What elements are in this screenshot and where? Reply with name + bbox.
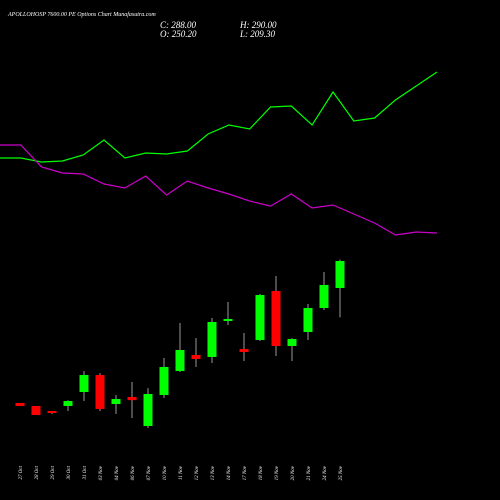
candle-body — [95, 374, 105, 409]
x-tick-label: 30 Oct — [67, 465, 72, 479]
indicator-line — [0, 144, 438, 236]
candle-body — [335, 260, 345, 288]
candle-body — [31, 405, 41, 415]
x-tick-label: 03 Nov — [99, 465, 104, 480]
x-tick-label: 28 Oct — [35, 465, 40, 479]
x-tick-label: 20 Nov — [291, 465, 296, 480]
x-tick-label: 25 Nov — [339, 465, 344, 480]
close-label: C: 288.00 — [160, 20, 197, 30]
x-tick-label: 18 Nov — [259, 465, 264, 480]
x-tick-label: 07 Nov — [147, 465, 152, 480]
x-tick-label: 04 Nov — [115, 465, 120, 480]
open-label: O: 250.20 — [160, 29, 197, 39]
candle-body — [191, 354, 201, 359]
candle-body — [271, 290, 281, 346]
candle-body — [223, 318, 233, 321]
high-label: H: 290.00 — [239, 20, 277, 30]
x-tick-label: 11 Nov — [179, 465, 184, 480]
x-tick-label: 13 Nov — [211, 465, 216, 480]
candle-body — [175, 349, 185, 371]
candle-body — [319, 284, 329, 308]
x-tick-label: 19 Nov — [275, 465, 280, 480]
indicator-line — [0, 71, 438, 163]
candle-body — [143, 393, 153, 426]
x-tick-label: 17 Nov — [243, 465, 248, 480]
x-tick-label: 27 Oct — [19, 465, 24, 479]
candle-body — [303, 307, 313, 332]
candle-body — [127, 396, 137, 401]
candle-body — [239, 348, 249, 352]
candle-body — [47, 410, 57, 413]
candle-body — [63, 400, 73, 406]
x-tick-label: 06 Nov — [131, 465, 136, 480]
candle-body — [79, 374, 89, 392]
candle-body — [207, 321, 217, 357]
candle-body — [255, 294, 265, 340]
candle-body — [287, 338, 297, 346]
x-tick-label: 24 Nov — [323, 465, 328, 480]
candle-body — [15, 402, 25, 406]
candle-body — [159, 366, 169, 395]
x-tick-label: 14 Nov — [227, 465, 232, 480]
x-tick-label: 10 Nov — [163, 465, 168, 480]
low-label: L: 209.30 — [239, 29, 276, 39]
x-tick-label: 29 Oct — [51, 465, 56, 479]
x-tick-label: 31 Oct — [83, 465, 88, 479]
x-tick-label: 12 Nov — [195, 465, 200, 480]
chart-title: APOLLOHOSP 7600.00 PE Options Chart Muna… — [7, 11, 156, 18]
x-tick-label: 21 Nov — [307, 465, 312, 480]
candle-body — [111, 398, 121, 404]
